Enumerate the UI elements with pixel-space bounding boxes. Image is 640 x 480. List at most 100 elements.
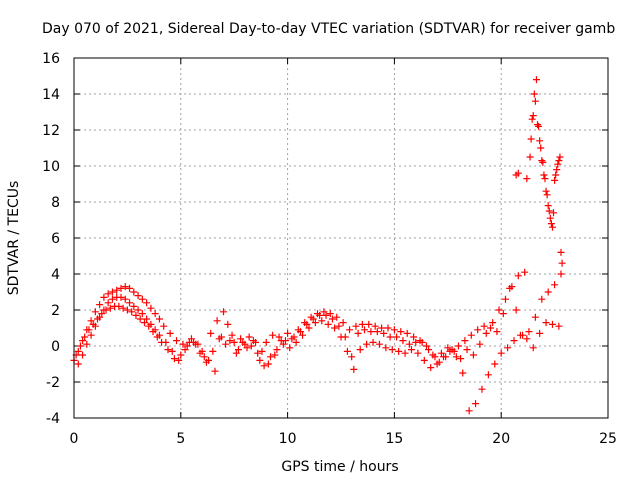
data-point bbox=[450, 347, 458, 355]
data-point bbox=[427, 364, 435, 372]
data-point bbox=[558, 259, 566, 267]
y-tick-label: 12 bbox=[42, 123, 60, 139]
data-point bbox=[126, 299, 134, 307]
y-tick-label: 0 bbox=[51, 339, 60, 355]
y-tick-label: 14 bbox=[42, 87, 60, 103]
data-point bbox=[508, 283, 516, 291]
data-point bbox=[534, 121, 542, 129]
data-point bbox=[526, 153, 534, 161]
data-point bbox=[130, 302, 138, 310]
data-point bbox=[136, 315, 144, 323]
data-point bbox=[311, 319, 319, 327]
data-point bbox=[104, 299, 112, 307]
data-point bbox=[556, 153, 564, 161]
data-point bbox=[106, 304, 114, 312]
data-point bbox=[181, 346, 189, 354]
data-point bbox=[547, 220, 555, 228]
data-point bbox=[433, 360, 441, 368]
data-point bbox=[140, 319, 148, 327]
data-point bbox=[514, 169, 522, 177]
data-point bbox=[237, 335, 245, 343]
data-point bbox=[164, 346, 172, 354]
data-point bbox=[401, 349, 409, 357]
data-point bbox=[190, 338, 198, 346]
data-point bbox=[465, 407, 473, 415]
data-point bbox=[258, 347, 266, 355]
data-point bbox=[373, 328, 381, 336]
data-point bbox=[155, 331, 163, 339]
data-point bbox=[521, 268, 529, 276]
data-point bbox=[299, 331, 307, 339]
data-point bbox=[108, 288, 116, 296]
data-point bbox=[365, 320, 373, 328]
data-point bbox=[422, 342, 430, 350]
data-point bbox=[207, 329, 215, 337]
data-point bbox=[550, 209, 558, 217]
data-point bbox=[286, 344, 294, 352]
data-point bbox=[393, 333, 401, 341]
data-point bbox=[510, 337, 518, 345]
y-tick-label: 8 bbox=[51, 195, 60, 211]
data-point bbox=[346, 326, 354, 334]
grid bbox=[74, 58, 608, 418]
data-point bbox=[487, 324, 495, 332]
data-point bbox=[360, 326, 368, 334]
data-point bbox=[538, 295, 546, 303]
data-point bbox=[132, 311, 140, 319]
data-point bbox=[166, 329, 174, 337]
tick-labels: 0 5 10 15 20 25 -4 -2 0 2 4 6 8 10 12 14 16 bbox=[42, 51, 617, 447]
data-point bbox=[83, 340, 91, 348]
data-point bbox=[478, 385, 486, 393]
data-point bbox=[138, 310, 146, 318]
data-point bbox=[222, 340, 230, 348]
data-point bbox=[113, 286, 121, 294]
data-point bbox=[121, 283, 129, 291]
data-point bbox=[523, 175, 531, 183]
data-point bbox=[155, 315, 163, 323]
data-point bbox=[425, 346, 433, 354]
data-point bbox=[339, 319, 347, 327]
data-point bbox=[356, 346, 364, 354]
data-point bbox=[552, 171, 560, 179]
data-point bbox=[226, 337, 234, 345]
data-point bbox=[544, 288, 552, 296]
data-point bbox=[495, 306, 503, 314]
y-tick-label: 4 bbox=[51, 267, 60, 283]
data-point bbox=[557, 248, 565, 256]
data-point bbox=[369, 338, 377, 346]
data-point bbox=[397, 328, 405, 336]
data-point bbox=[484, 371, 492, 379]
data-point bbox=[96, 301, 104, 309]
data-point bbox=[143, 299, 151, 307]
data-point bbox=[264, 360, 272, 368]
data-point bbox=[147, 320, 155, 328]
data-point bbox=[343, 347, 351, 355]
data-point bbox=[262, 338, 270, 346]
chart-title: Day 070 of 2021, Sidereal Day-to-day VTE… bbox=[42, 21, 615, 37]
data-point bbox=[305, 324, 313, 332]
data-point bbox=[554, 160, 562, 168]
data-point bbox=[74, 360, 82, 368]
data-point bbox=[395, 347, 403, 355]
data-point bbox=[100, 293, 108, 301]
x-axis-title: GPS time / hours bbox=[281, 459, 398, 475]
data-point bbox=[461, 337, 469, 345]
data-point bbox=[390, 326, 398, 334]
data-point bbox=[326, 310, 334, 318]
y-tick-label: 2 bbox=[51, 303, 60, 319]
series-track-c bbox=[74, 268, 529, 368]
data-point bbox=[452, 353, 460, 361]
data-point bbox=[296, 328, 304, 336]
series-late-peak-a bbox=[512, 76, 558, 228]
data-point bbox=[209, 347, 217, 355]
data-point bbox=[545, 207, 553, 215]
data-point bbox=[318, 317, 326, 325]
data-point bbox=[341, 333, 349, 341]
data-point bbox=[384, 324, 392, 332]
data-point bbox=[247, 342, 255, 350]
series-late-peak-b bbox=[527, 97, 556, 231]
data-point bbox=[202, 358, 210, 366]
data-point bbox=[348, 353, 356, 361]
data-point bbox=[275, 333, 283, 341]
